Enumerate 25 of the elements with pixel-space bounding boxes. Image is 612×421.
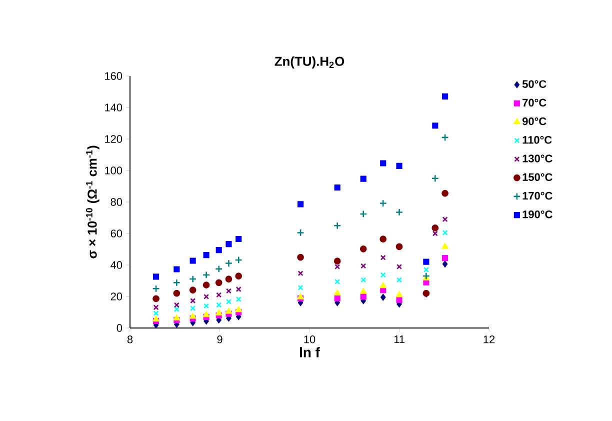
legend-label: 50°C	[522, 80, 546, 88]
legend-label: 150°C	[522, 173, 552, 181]
y-tick-label: 60	[110, 230, 122, 238]
x-tick-label: 9	[217, 336, 222, 344]
legend-label: 90°C	[522, 117, 546, 126]
legend-label: 130°C	[522, 154, 552, 162]
x-tick-label: 8	[127, 336, 133, 344]
y-tick-label: 100	[105, 166, 122, 174]
chart-title: Zn(TU).H$_{2}$O	[274, 56, 344, 68]
x-tick-label: 12	[484, 336, 495, 344]
x-axis-title: ln f	[300, 347, 320, 358]
y-tick-label: 140	[105, 104, 122, 112]
legend-label: 70°C	[522, 98, 546, 107]
x-tick-label: 11	[394, 336, 404, 344]
legend-label: 170°C	[522, 192, 552, 200]
legend-label: 110°C	[522, 136, 552, 144]
y-tick-label: 80	[110, 198, 122, 206]
y-tick-label: 20	[110, 292, 122, 300]
y-axis-title: σ × 10$^{-10}$ (Ω$^{-1}$ cm$^{-1}$)	[86, 146, 100, 258]
legend-label: 190°C	[522, 210, 552, 218]
y-tick-label: 40	[110, 261, 122, 269]
y-tick-label: 120	[105, 135, 122, 143]
x-tick-label: 10	[304, 336, 316, 344]
y-tick-label: 0	[116, 324, 122, 332]
y-tick-label: 160	[105, 72, 122, 80]
